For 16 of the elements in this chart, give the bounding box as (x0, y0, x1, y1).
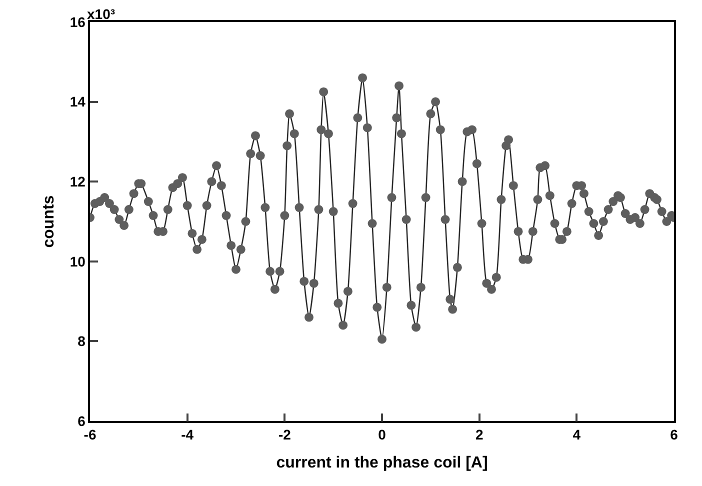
y-tick-label: 8 (78, 333, 86, 350)
y-tick-label: 10 (70, 253, 86, 270)
x-tick-label: 2 (475, 426, 484, 443)
y-tick-label: 12 (70, 174, 86, 190)
x-tick-label: 0 (378, 426, 386, 443)
annotation: x10³ (87, 6, 116, 22)
y-tick-label: 14 (70, 94, 86, 110)
x-axis-title: current in the phase coil [A] (276, 454, 488, 472)
x-tick-label: -4 (181, 426, 194, 443)
y-tick-label: 16 (70, 14, 86, 30)
x-tick-label: -2 (278, 426, 292, 443)
x-tick-label: 4 (572, 426, 581, 443)
x-tick-label: 6 (670, 426, 678, 443)
x-tick-label: -6 (84, 426, 96, 443)
y-tick-label: 6 (78, 412, 86, 429)
y-axis-title: counts (40, 195, 58, 248)
